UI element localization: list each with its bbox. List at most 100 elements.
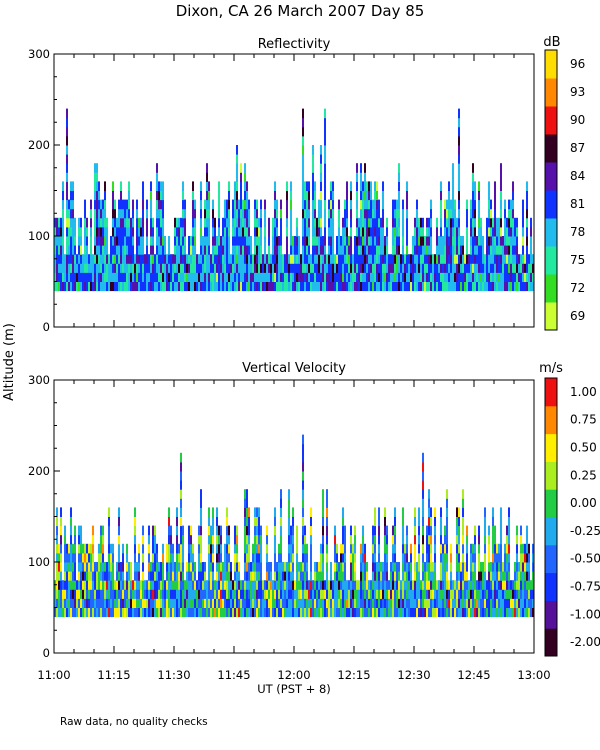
heatmap-cell [228,598,230,608]
heatmap-cell [488,552,490,563]
heatmap-cell [530,263,532,273]
heatmap-cell [252,281,254,292]
heatmap-cell [320,571,322,581]
heatmap-cell [412,254,414,264]
heatmap-cell [102,281,104,292]
heatmap-cell [356,580,358,590]
heatmap-cell [92,534,94,545]
heatmap-cell [362,571,364,581]
heatmap-cell [138,226,140,237]
heatmap-cell [220,607,222,618]
heatmap-cell [340,598,342,608]
heatmap-cell [524,580,526,590]
heatmap-cell [80,552,82,563]
heatmap-cell [150,181,152,191]
heatmap-cell [176,607,178,618]
heatmap-cell [348,263,350,273]
heatmap-cell [462,516,464,527]
heatmap-cell [474,607,476,618]
heatmap-cell [418,552,420,563]
heatmap-cell [394,534,396,545]
heatmap-cell [74,272,76,282]
heatmap-cell [162,562,164,572]
heatmap-cell [122,281,124,292]
heatmap-cell [110,543,112,554]
heatmap-cell [380,562,382,572]
heatmap-cell [262,580,264,590]
heatmap-cell [446,489,448,499]
heatmap-cell [500,272,502,282]
heatmap-cell [202,607,204,618]
heatmap-cell [496,263,498,273]
heatmap-cell [162,190,164,201]
heatmap-cell [384,543,386,554]
heatmap-cell [344,589,346,599]
heatmap-cell [296,571,298,581]
heatmap-cell [248,562,250,572]
heatmap-cell [426,281,428,292]
heatmap-cell [156,254,158,264]
heatmap-cell [254,217,256,228]
heatmap-cell [364,589,366,599]
heatmap-cell [322,489,324,499]
heatmap-cell [490,263,492,273]
heatmap-cell [216,607,218,618]
heatmap-cell [506,607,508,618]
heatmap-cell [324,589,326,599]
heatmap-cell [266,281,268,292]
heatmap-cell [192,236,194,246]
heatmap-cell [450,589,452,599]
heatmap-cell [376,272,378,282]
heatmap-cell [362,181,364,191]
heatmap-cell [348,254,350,264]
heatmap-cell [102,598,104,608]
heatmap-cell [196,598,198,608]
heatmap-cell [104,580,106,590]
heatmap-cell [338,589,340,599]
heatmap-cell [308,254,310,264]
heatmap-cell [112,281,114,292]
heatmap-cell [476,580,478,590]
heatmap-cell [530,607,532,618]
heatmap-cell [166,552,168,563]
heatmap-cell [252,598,254,608]
heatmap-cell [168,552,170,563]
heatmap-cell [218,571,220,581]
heatmap-cell [512,181,514,191]
heatmap-cell [354,245,356,255]
heatmap-cell [198,571,200,581]
heatmap-cell [364,552,366,563]
heatmap-cell [60,254,62,264]
heatmap-cell [104,254,106,264]
heatmap-cell [118,507,120,517]
heatmap-cell [128,217,130,228]
heatmap-cell [522,226,524,237]
heatmap-cell [280,552,282,563]
heatmap-cell [418,571,420,581]
heatmap-cell [250,607,252,618]
heatmap-cell [478,580,480,590]
heatmap-cell [78,552,80,563]
heatmap-cell [282,254,284,264]
heatmap-cell [456,571,458,581]
colorbar-label: 78 [570,225,585,239]
heatmap-cell [240,263,242,273]
heatmap-cell [244,516,246,527]
heatmap-cell [416,199,418,210]
heatmap-cell [236,217,238,228]
heatmap-cell [86,607,88,618]
heatmap-cell [66,607,68,618]
heatmap-cell [302,489,304,499]
heatmap-cell [314,580,316,590]
heatmap-cell [474,208,476,219]
heatmap-cell [458,543,460,554]
heatmap-cell [524,552,526,563]
heatmap-cell [154,580,156,590]
heatmap-cell [56,236,58,246]
heatmap-cell [258,254,260,264]
heatmap-cell [452,181,454,191]
heatmap-cell [154,525,156,536]
heatmap-cell [88,263,90,273]
heatmap-cell [82,263,84,273]
heatmap-cell [96,181,98,191]
